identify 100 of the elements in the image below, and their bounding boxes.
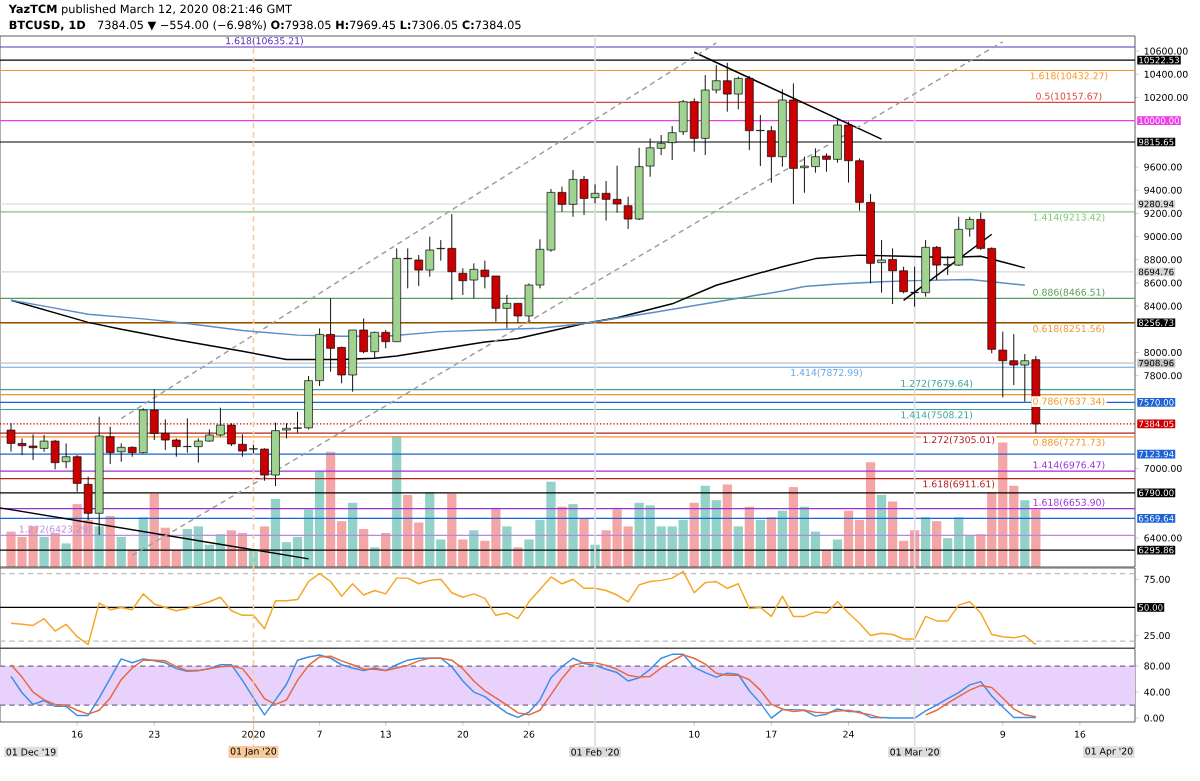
x-tick-label: 24 — [843, 730, 854, 738]
x-tick-label: 13 — [380, 730, 391, 738]
candlestick — [800, 156, 809, 194]
annotation: 1.414(7508.21) — [901, 411, 973, 420]
annotation: 1.618(6653.90) — [1033, 498, 1105, 507]
candlestick — [293, 411, 302, 434]
ref-line-label: 7384.05 — [1139, 420, 1174, 428]
ref-line-label: 01 Mar '20 — [890, 748, 939, 756]
annotation: 0.786(7637.34) — [1033, 397, 1105, 406]
candlestick — [811, 147, 820, 174]
x-tick-label: 26 — [523, 730, 535, 738]
y-tick-label: 8600.00 — [1144, 279, 1182, 287]
candlestick — [105, 426, 115, 465]
candlestick — [899, 266, 908, 294]
candlestick — [194, 437, 203, 464]
candlestick — [480, 260, 490, 289]
candlestick — [116, 442, 126, 463]
y-tick-label: 10600.00 — [1144, 47, 1188, 55]
annotation: 1.618(10635.21) — [226, 37, 303, 46]
candlestick — [822, 152, 831, 173]
ref-line-label: 7908.96 — [1139, 359, 1174, 367]
y-tick-label: 8400.00 — [1144, 302, 1182, 310]
x-tick-label: 20 — [457, 730, 469, 738]
candlestick — [458, 267, 468, 296]
ref-line-label: 8256.73 — [1138, 319, 1174, 327]
y-tick-label: 9400.00 — [1144, 186, 1182, 194]
x-tick-label: 9 — [1000, 730, 1006, 738]
line-series — [10, 570, 1037, 646]
chart-title: BTCUSD, 1D — [9, 20, 86, 31]
candlestick — [183, 417, 192, 454]
bar — [491, 508, 501, 567]
bar — [568, 504, 578, 567]
ref-line-label: 50.00 — [1139, 604, 1163, 611]
ref-line-label: 9280.94 — [1138, 200, 1174, 208]
candlestick — [734, 76, 743, 110]
annotation: 0.618(8251.56) — [1033, 324, 1105, 334]
ref-line-label: 7570.00 — [1139, 399, 1174, 406]
y-tick-label: 9200.00 — [1144, 209, 1182, 217]
x-tick-label: 2020 — [242, 730, 265, 738]
candlestick — [238, 433, 247, 458]
y-tick-label: 9600.00 — [1144, 163, 1182, 171]
ref-line-label: 6790.00 — [1138, 489, 1174, 497]
candlestick — [711, 64, 721, 94]
annotation: 1.414(9213.42) — [1033, 213, 1105, 222]
annotation: 1.414(6976.47) — [1033, 461, 1105, 470]
ref-line-label: 6569.64 — [1138, 515, 1174, 522]
y-tick-label: 0.00 — [1144, 714, 1164, 722]
bar — [557, 506, 567, 567]
ref-line-label: 10522.53 — [1139, 56, 1179, 64]
ref-line-label: 6295.86 — [1138, 546, 1174, 554]
bar — [513, 547, 523, 567]
candlestick — [722, 62, 732, 113]
bar — [61, 543, 71, 567]
bar — [722, 484, 732, 567]
y-tick-label: 25.00 — [1144, 632, 1170, 640]
candlestick — [61, 442, 71, 469]
candlestick — [998, 331, 1008, 398]
y-tick-label: 80.00 — [1144, 662, 1170, 670]
candlestick — [447, 213, 457, 301]
candlestick — [381, 329, 390, 349]
bar — [502, 526, 512, 567]
candlestick — [623, 196, 633, 230]
annotation: 0.886(7271.73) — [1033, 438, 1105, 447]
candlestick — [436, 239, 446, 262]
x-tick-label: 17 — [766, 730, 777, 738]
ref-line-label: 01 Feb '20 — [571, 748, 619, 756]
candlestick — [1020, 353, 1030, 403]
candlestick — [1009, 333, 1019, 386]
x-tick-label: 7 — [317, 730, 322, 738]
bar — [579, 518, 589, 567]
y-tick-label: 75.00 — [1144, 575, 1170, 583]
ref-line-label: 9815.65 — [1138, 138, 1174, 146]
candlestick — [403, 247, 413, 289]
bar — [50, 532, 60, 567]
y-tick-label: 8000.00 — [1144, 348, 1182, 357]
annotation: 1.272(7679.64) — [901, 379, 973, 389]
candlestick — [172, 437, 181, 458]
y-tick-label: 40.00 — [1144, 688, 1170, 696]
x-tick-label: 10 — [689, 730, 700, 738]
y-tick-label: 8800.00 — [1144, 256, 1182, 264]
candlestick — [216, 407, 225, 438]
annotation: 1.618(6911.61) — [923, 480, 995, 489]
annotation: 1.272(7305.01) — [923, 436, 995, 445]
y-tick-label: 10400.00 — [1144, 70, 1188, 78]
candlestick — [425, 236, 435, 278]
ref-line-label: 8694.76 — [1138, 268, 1174, 276]
ref-line-label: 10000.00 — [1139, 117, 1180, 124]
text: 01 Apr '20 — [1085, 747, 1133, 757]
annotation: 0.886(8466.51) — [1033, 288, 1105, 297]
annotation: 1.618(10432.27) — [1030, 72, 1108, 81]
candlestick — [469, 262, 479, 299]
y-tick-label: 10200.00 — [1144, 93, 1188, 101]
y-tick-label: 7000.00 — [1144, 464, 1182, 472]
text: 01 Dec '19 — [6, 748, 56, 756]
annotation: 0.5(10157.67) — [1036, 92, 1102, 101]
y-tick-label: 6400.00 — [1144, 534, 1182, 542]
candlestick — [965, 216, 975, 238]
x-tick-label: 16 — [1074, 730, 1086, 738]
ref-line-label: 7123.94 — [1139, 450, 1174, 458]
candlestick — [414, 254, 424, 287]
